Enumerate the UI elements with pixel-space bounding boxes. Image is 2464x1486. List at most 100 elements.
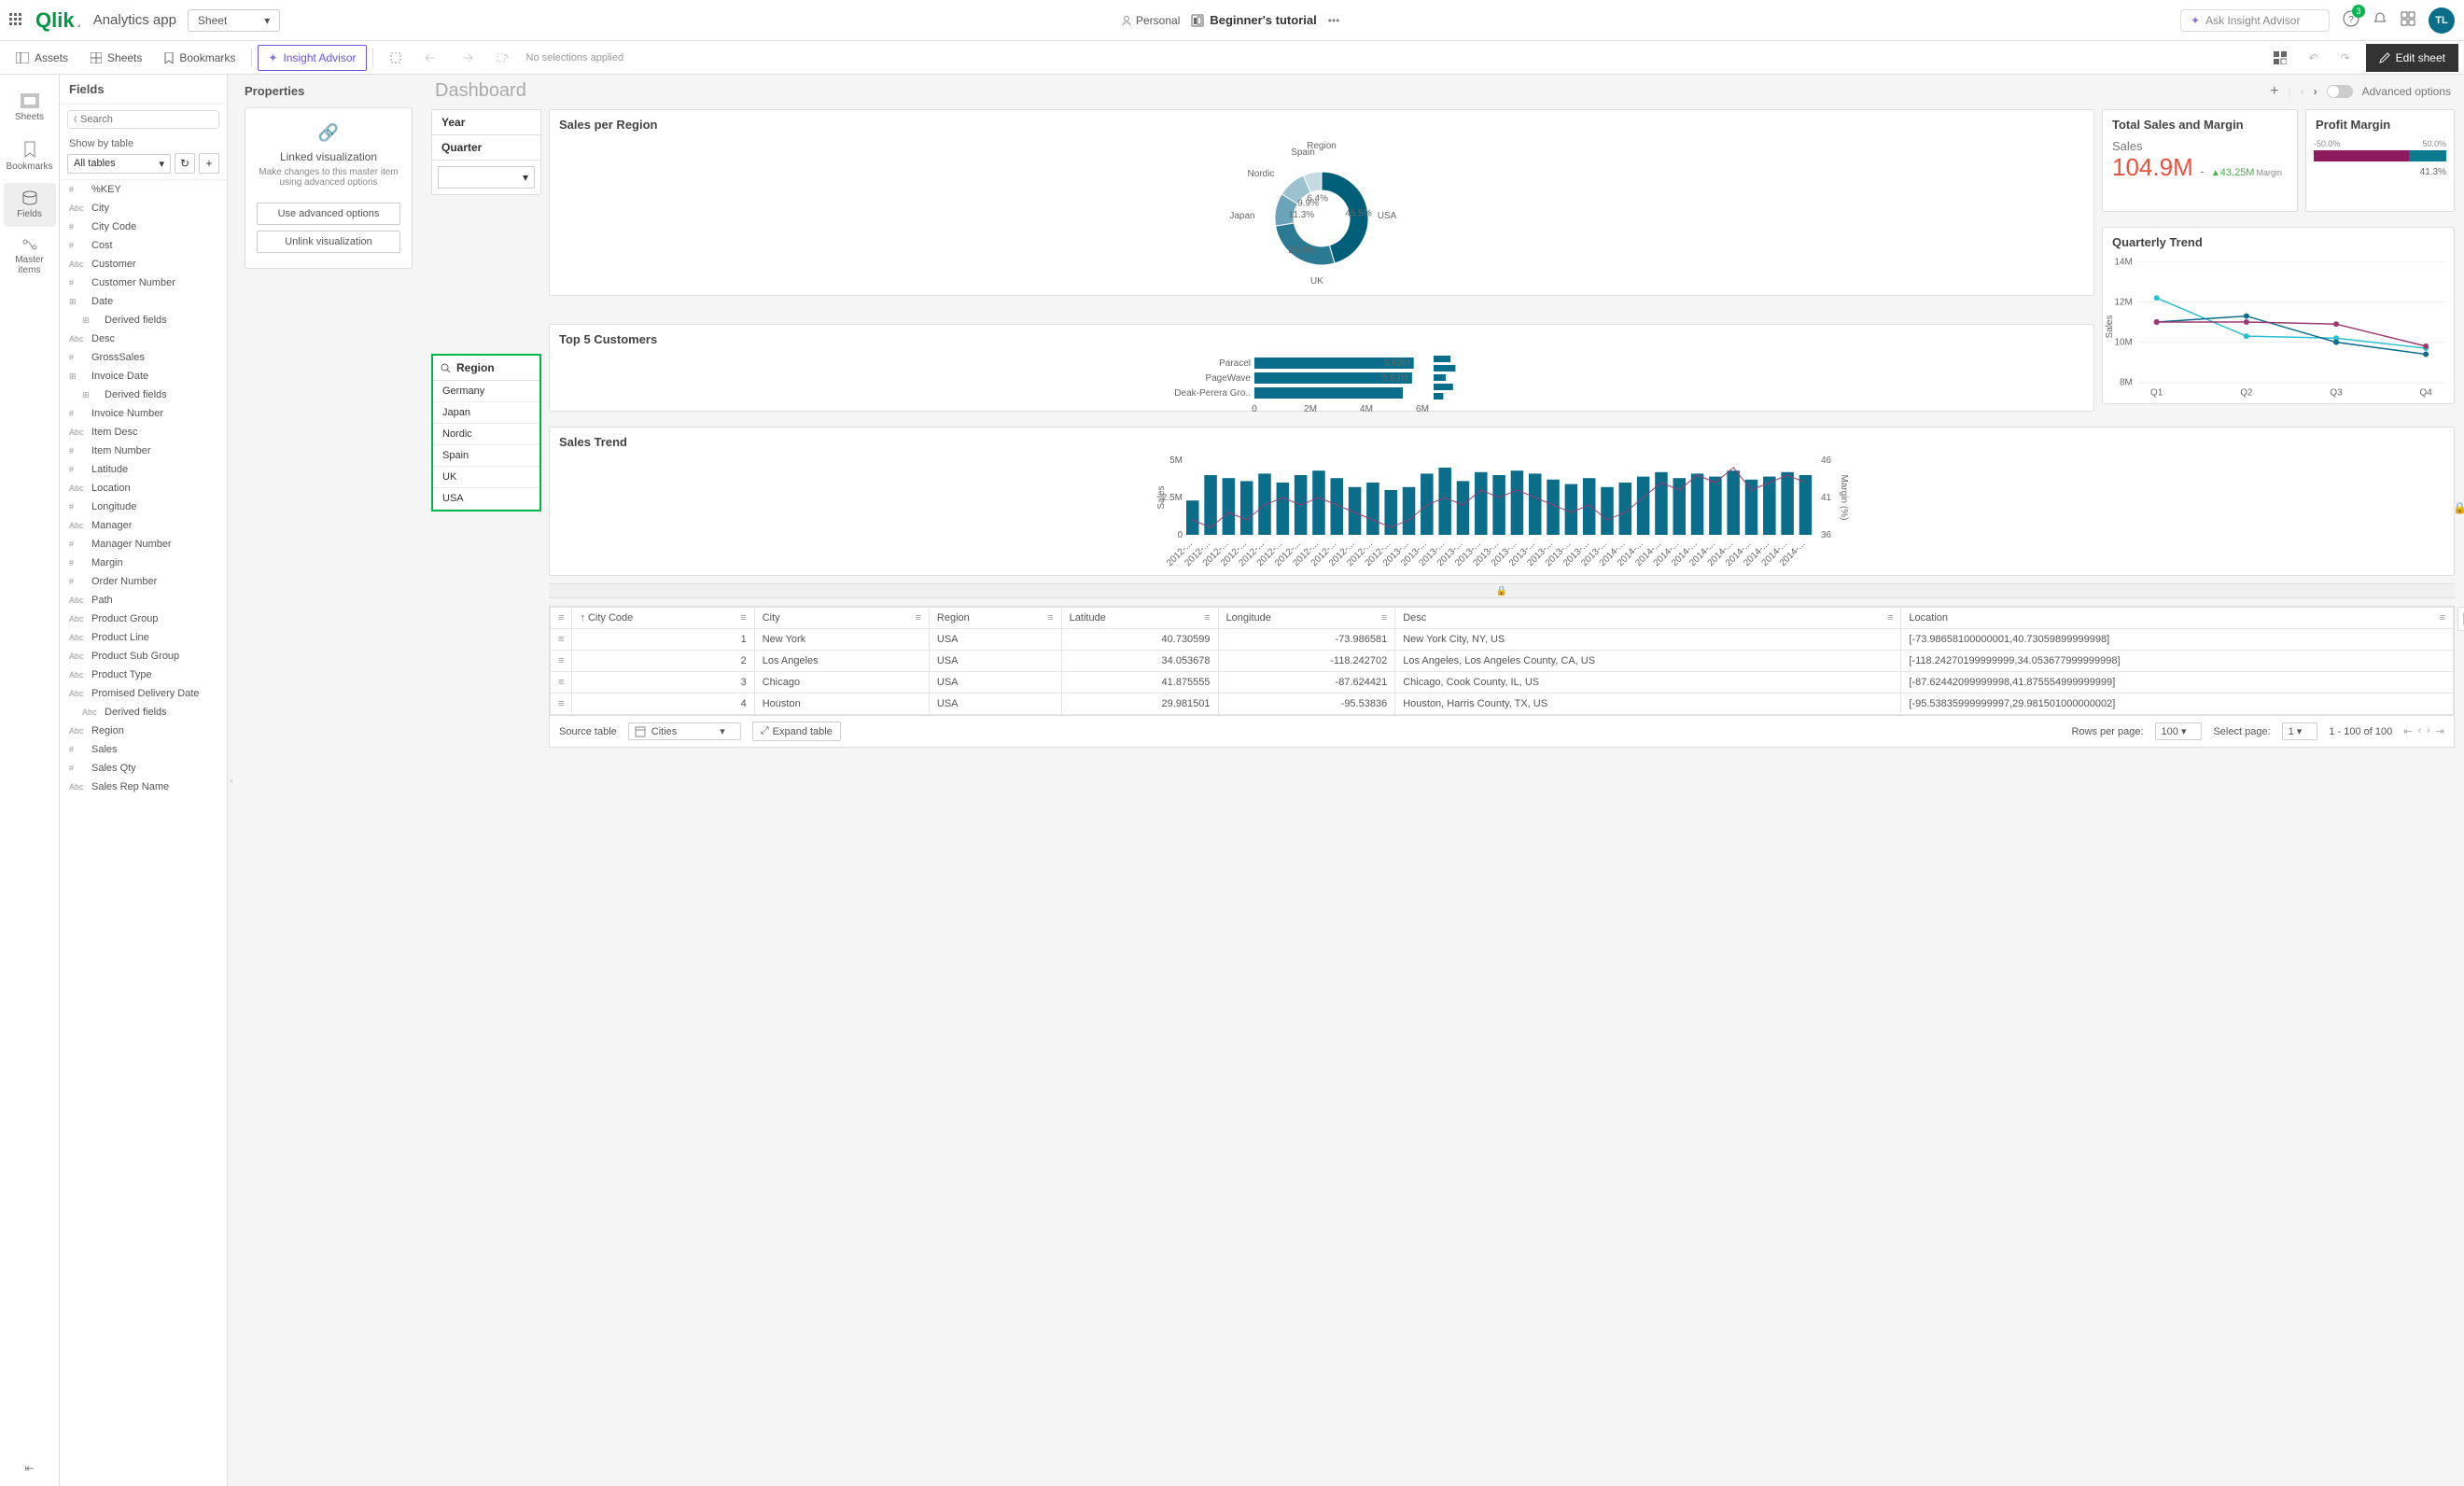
field-item[interactable]: #Customer Number (60, 273, 227, 292)
undo-icon[interactable]: ↶ (2299, 45, 2329, 71)
field-item[interactable]: #Invoice Number (60, 404, 227, 423)
top5-chart[interactable]: Top 5 Customers Paracel5.69MPageWave5.63… (549, 324, 2094, 412)
field-item[interactable]: ⊞Invoice Date (60, 367, 227, 386)
add-viz-icon[interactable]: + (2270, 83, 2278, 100)
field-item[interactable]: AbcRegion (60, 722, 227, 740)
layout-icon[interactable] (2263, 45, 2297, 71)
sales-trend-chart[interactable]: Sales Trend 02.5M5M3641462012-...2012-..… (549, 427, 2455, 576)
panel-divider[interactable]: ‹ (228, 75, 235, 1486)
prev-sheet-icon[interactable]: ‹ (2301, 85, 2304, 98)
field-item[interactable]: AbcPath (60, 591, 227, 610)
field-item[interactable]: AbcManager (60, 516, 227, 535)
next-sheet-icon[interactable]: › (2314, 85, 2317, 98)
more-icon[interactable]: ••• (1328, 14, 1340, 27)
table-header[interactable]: ≡ ↑ City Code (572, 608, 754, 629)
table-row[interactable]: ≡1New YorkUSA40.730599-73.986581New York… (551, 629, 2454, 651)
tutorial-link[interactable]: Beginner's tutorial (1191, 13, 1316, 27)
table-header[interactable]: ≡ Region (929, 608, 1061, 629)
fwd-sel-icon[interactable] (450, 47, 483, 69)
field-item[interactable]: #Sales (60, 740, 227, 759)
kpi-card[interactable]: Total Sales and Margin Sales 104.9M - ▲4… (2102, 109, 2298, 212)
field-item[interactable]: AbcProduct Line (60, 628, 227, 647)
profit-margin-card[interactable]: Profit Margin -50.0%50.0% 41.3% (2305, 109, 2455, 212)
table-row[interactable]: ≡2Los AngelesUSA34.053678-118.242702Los … (551, 651, 2454, 672)
unlink-button[interactable]: Unlink visualization (257, 231, 400, 253)
field-item[interactable]: #Item Number (60, 442, 227, 460)
grid-menu-icon[interactable] (2401, 11, 2415, 29)
field-item[interactable]: AbcLocation (60, 479, 227, 498)
field-item[interactable]: #Manager Number (60, 535, 227, 554)
field-item[interactable]: #Longitude (60, 498, 227, 516)
back-sel-icon[interactable] (414, 47, 448, 69)
region-item[interactable]: Germany (433, 381, 539, 402)
advanced-toggle[interactable] (2327, 85, 2353, 98)
field-item[interactable]: AbcCity (60, 199, 227, 217)
field-item[interactable]: #Latitude (60, 460, 227, 479)
region-item[interactable]: Spain (433, 445, 539, 467)
year-quarter-card[interactable]: Year Quarter ▾ (431, 109, 541, 195)
region-item[interactable]: USA (433, 488, 539, 510)
field-item[interactable]: AbcCustomer (60, 255, 227, 273)
table-header[interactable]: ≡ Latitude (1061, 608, 1218, 629)
field-list[interactable]: #%KEYAbcCity#City Code#CostAbcCustomer#C… (60, 179, 227, 1486)
field-item[interactable]: AbcProduct Type (60, 666, 227, 684)
pager[interactable]: ⇤‹›⇥ (2403, 725, 2444, 737)
field-item[interactable]: AbcDesc (60, 329, 227, 348)
field-item[interactable]: #Order Number (60, 572, 227, 591)
redo-icon[interactable]: ↷ (2331, 45, 2360, 71)
app-launcher-icon[interactable] (9, 13, 24, 28)
nav-master[interactable]: Master items (4, 231, 56, 283)
source-table-dropdown[interactable]: Cities▾ (628, 722, 741, 740)
table-options-icon[interactable] (2457, 607, 2464, 631)
bell-icon[interactable] (2373, 11, 2387, 29)
insight-input[interactable]: ✦Ask Insight Advisor (2180, 9, 2330, 32)
tables-dropdown[interactable]: All tables▾ (67, 154, 171, 174)
edit-sheet-button[interactable]: Edit sheet (2366, 44, 2458, 72)
field-item[interactable]: AbcDerived fields (60, 703, 227, 722)
region-item[interactable]: Japan (433, 402, 539, 424)
rows-per-page-dropdown[interactable]: 100 ▾ (2155, 722, 2203, 740)
personal-badge[interactable]: Personal (1121, 14, 1180, 27)
region-item[interactable]: UK (433, 467, 539, 488)
nav-fields[interactable]: Fields (4, 183, 56, 227)
clear-sel-icon[interactable] (485, 46, 519, 70)
field-item[interactable]: AbcSales Rep Name (60, 778, 227, 796)
avatar[interactable]: TL (2429, 7, 2455, 34)
assets-button[interactable]: Assets (6, 45, 78, 71)
nav-bookmarks[interactable]: Bookmarks (4, 133, 56, 179)
field-item[interactable]: #Cost (60, 236, 227, 255)
field-item[interactable]: #City Code (60, 217, 227, 236)
field-item[interactable]: #Margin (60, 554, 227, 572)
use-advanced-button[interactable]: Use advanced options (257, 203, 400, 225)
fields-search[interactable] (67, 110, 219, 129)
table-header[interactable]: ≡ (551, 608, 572, 629)
table-header[interactable]: ≡ Location (1901, 608, 2454, 629)
insight-advisor-button[interactable]: ✦Insight Advisor (258, 45, 366, 71)
bookmarks-button[interactable]: Bookmarks (154, 45, 245, 71)
table-row[interactable]: ≡3ChicagoUSA41.875555-87.624421Chicago, … (551, 672, 2454, 694)
table-header[interactable]: ≡ Longitude (1218, 608, 1395, 629)
field-item[interactable]: AbcItem Desc (60, 423, 227, 442)
field-item[interactable]: #Sales Qty (60, 759, 227, 778)
selection-tool-icon[interactable] (379, 45, 413, 71)
field-item[interactable]: AbcPromised Delivery Date (60, 684, 227, 703)
add-icon[interactable]: + (199, 153, 219, 174)
expand-table-button[interactable]: ⤢ Expand table (752, 722, 841, 741)
collapse-rail-icon[interactable]: ⇤ (24, 1462, 34, 1475)
quarter-dropdown[interactable]: ▾ (438, 166, 535, 189)
table-header[interactable]: ≡ Desc (1395, 608, 1901, 629)
field-item[interactable]: ⊞Derived fields (60, 386, 227, 404)
field-item[interactable]: ⊞Date (60, 292, 227, 311)
field-item[interactable]: #GrossSales (60, 348, 227, 367)
field-item[interactable]: #%KEY (60, 180, 227, 199)
sheets-button[interactable]: Sheets (80, 45, 152, 71)
table-header[interactable]: ≡ City (754, 608, 929, 629)
field-item[interactable]: AbcProduct Group (60, 610, 227, 628)
region-item[interactable]: Nordic (433, 424, 539, 445)
nav-sheets[interactable]: Sheets (4, 86, 56, 130)
data-table[interactable]: ≡ ≡ ↑ City Code≡ City≡ Region≡ Latitude≡… (549, 606, 2455, 748)
table-row[interactable]: ≡4HoustonUSA29.981501-95.53836Houston, H… (551, 694, 2454, 715)
sheet-dropdown[interactable]: Sheet▾ (188, 9, 280, 32)
field-item[interactable]: ⊞Derived fields (60, 311, 227, 329)
field-item[interactable]: AbcProduct Sub Group (60, 647, 227, 666)
